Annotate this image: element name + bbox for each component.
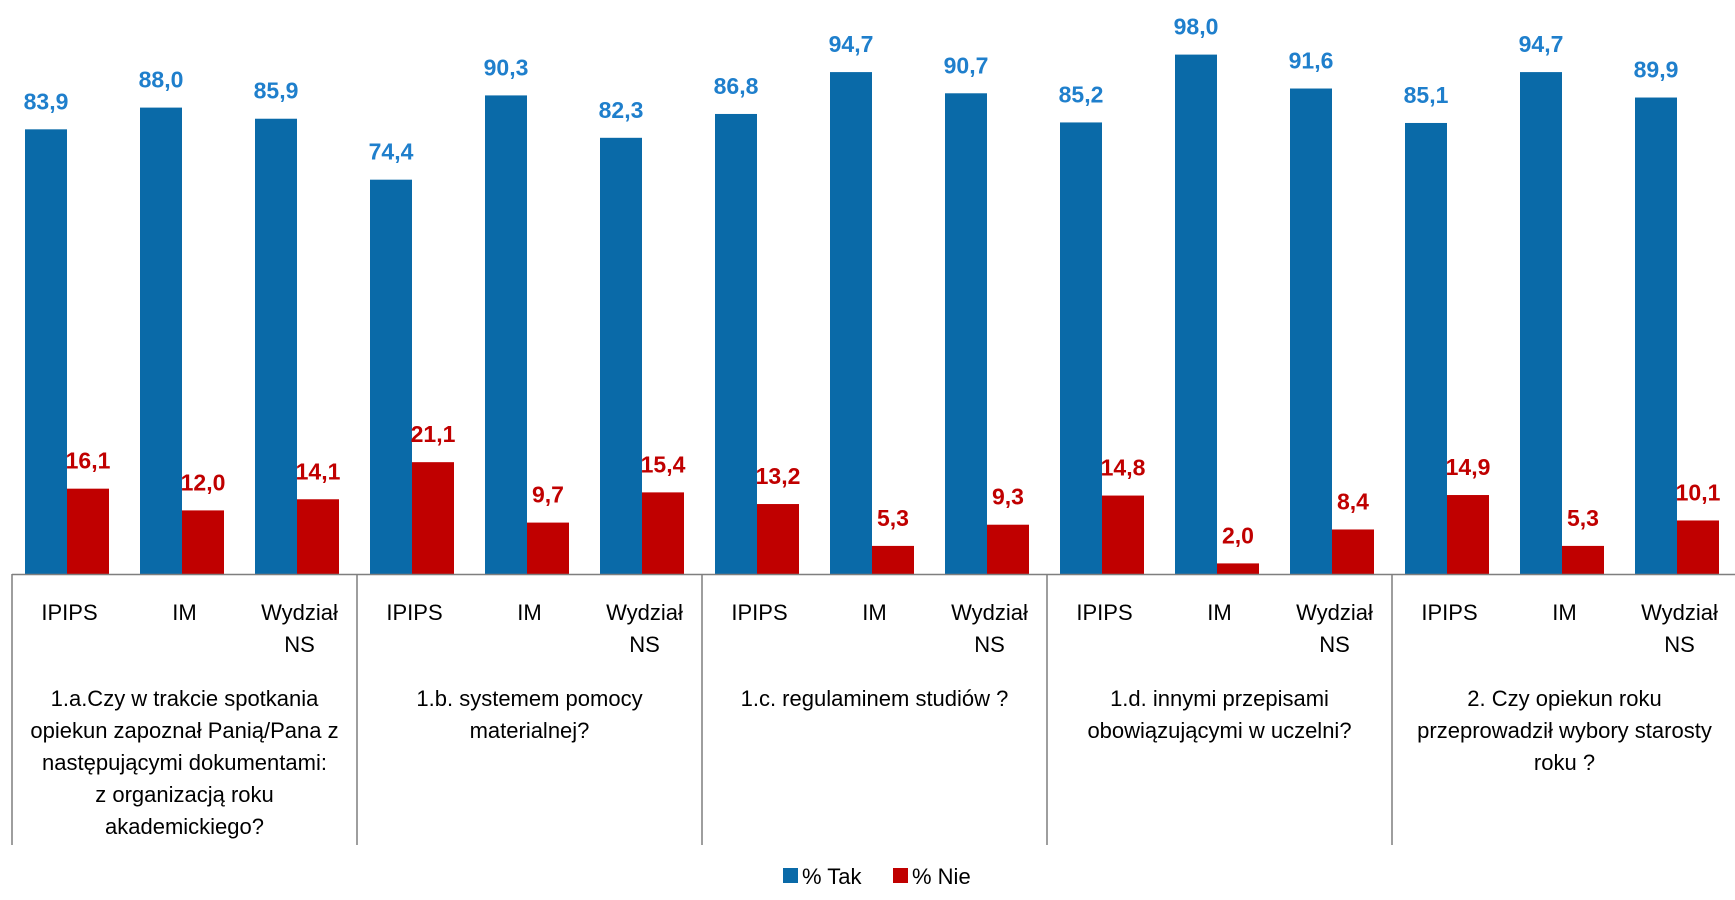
- bar-nie: [412, 462, 454, 574]
- group-label: 2. Czy opiekun roku przeprowadził wybory …: [1417, 686, 1712, 775]
- bar-nie: [1447, 495, 1489, 574]
- value-label-nie: 12,0: [181, 469, 226, 495]
- bar-tak: [830, 72, 872, 574]
- category-tick-label: IPIPS: [386, 600, 442, 625]
- value-label-nie: 10,1: [1676, 479, 1721, 505]
- bar-nie: [642, 492, 684, 574]
- value-label-nie: 15,4: [641, 451, 686, 477]
- value-label-nie: 2,0: [1222, 522, 1254, 548]
- bar-tak: [1060, 122, 1102, 574]
- bar-tak: [25, 129, 67, 574]
- category-tick-label: IPIPS: [731, 600, 787, 625]
- bar-tak: [1405, 122, 1447, 574]
- category-tick-label: IM: [862, 600, 886, 625]
- bar-nie: [757, 504, 799, 574]
- value-label-tak: 83,9: [24, 88, 69, 114]
- category-tick-label: IM: [172, 600, 196, 625]
- value-label-tak: 88,0: [139, 67, 184, 93]
- bars-layer: [25, 54, 1719, 575]
- category-tick-label: Wydział NS: [1641, 600, 1718, 657]
- category-tick-label: IPIPS: [41, 600, 97, 625]
- legend-swatch-nie: [893, 868, 908, 883]
- category-tick-label: Wydział NS: [261, 600, 338, 657]
- value-label-nie: 14,1: [296, 458, 341, 484]
- value-label-tak: 82,3: [599, 97, 644, 123]
- value-label-tak: 85,9: [254, 78, 299, 104]
- value-label-tak: 94,7: [1519, 31, 1564, 57]
- bar-tak: [255, 118, 297, 574]
- legend: % Tak % Nie: [783, 864, 971, 889]
- value-label-tak: 90,3: [484, 54, 529, 80]
- bar-nie: [1332, 529, 1374, 574]
- category-tick-label: Wydział NS: [951, 600, 1028, 657]
- bar-tak: [1520, 72, 1562, 574]
- category-axis: IPIPS IM Wydział NS 1.a.Czy w trakcie spotka…: [11, 573, 1735, 845]
- value-labels-layer: 83,9 16,1 88,0 12,0 85,9 14,1 74,4 21,1 90,3 9,7 8…: [24, 14, 1721, 549]
- value-label-tak: 90,7: [944, 52, 989, 78]
- bar-tak: [370, 179, 412, 574]
- group-label: 1.c. regulaminem studiów ?: [741, 686, 1009, 711]
- value-label-tak: 98,0: [1174, 14, 1219, 40]
- value-label-tak: 85,1: [1404, 82, 1449, 108]
- legend-label-tak: % Tak: [802, 864, 863, 889]
- bar-nie: [1562, 545, 1604, 574]
- bar-nie: [1102, 495, 1144, 574]
- value-label-nie: 16,1: [66, 448, 111, 474]
- bar-nie: [297, 499, 339, 574]
- category-tick-label: IPIPS: [1076, 600, 1132, 625]
- value-label-tak: 89,9: [1634, 57, 1679, 83]
- bar-nie: [527, 522, 569, 574]
- category-tick-label: IM: [1552, 600, 1576, 625]
- value-label-nie: 8,4: [1337, 488, 1369, 514]
- bar-tak: [140, 107, 182, 574]
- bar-tak: [1635, 97, 1677, 574]
- value-label-tak: 85,2: [1059, 81, 1104, 107]
- category-tick-label: IM: [1207, 600, 1231, 625]
- value-label-nie: 14,8: [1101, 455, 1146, 481]
- category-tick-label: Wydział NS: [606, 600, 683, 657]
- bar-nie: [182, 510, 224, 574]
- bar-tak: [600, 137, 642, 574]
- bar-tak: [1290, 88, 1332, 575]
- bar-nie: [872, 545, 914, 574]
- value-label-tak: 74,4: [369, 139, 414, 165]
- value-label-nie: 5,3: [1567, 505, 1599, 531]
- legend-swatch-tak: [783, 868, 798, 883]
- legend-label-nie: % Nie: [912, 864, 971, 889]
- value-label-tak: 94,7: [829, 31, 874, 57]
- value-label-nie: 14,9: [1446, 454, 1491, 480]
- bar-tak: [715, 113, 757, 575]
- bar-nie: [1677, 520, 1719, 574]
- value-label-nie: 13,2: [756, 463, 801, 489]
- bar-tak: [1175, 54, 1217, 575]
- category-tick-label: IPIPS: [1421, 600, 1477, 625]
- group-label: 1.d. innymi przepisami obowiązującymi w u…: [1087, 686, 1351, 743]
- bar-tak: [945, 93, 987, 574]
- value-label-tak: 86,8: [714, 73, 759, 99]
- value-label-nie: 5,3: [877, 505, 909, 531]
- category-tick-label: Wydział NS: [1296, 600, 1373, 657]
- value-label-nie: 9,3: [992, 484, 1024, 510]
- bar-tak: [485, 95, 527, 574]
- group-label: 1.a.Czy w trakcie spotkania opiekun zapoz…: [30, 686, 338, 839]
- bar-nie: [1217, 563, 1259, 574]
- category-tick-label: IM: [517, 600, 541, 625]
- value-label-nie: 21,1: [411, 421, 456, 447]
- value-label-nie: 9,7: [532, 482, 564, 508]
- value-label-tak: 91,6: [1289, 48, 1334, 74]
- bar-nie: [67, 488, 109, 574]
- group-label: 1.b. systemem pomocy materialnej?: [416, 686, 642, 743]
- bar-nie: [987, 524, 1029, 574]
